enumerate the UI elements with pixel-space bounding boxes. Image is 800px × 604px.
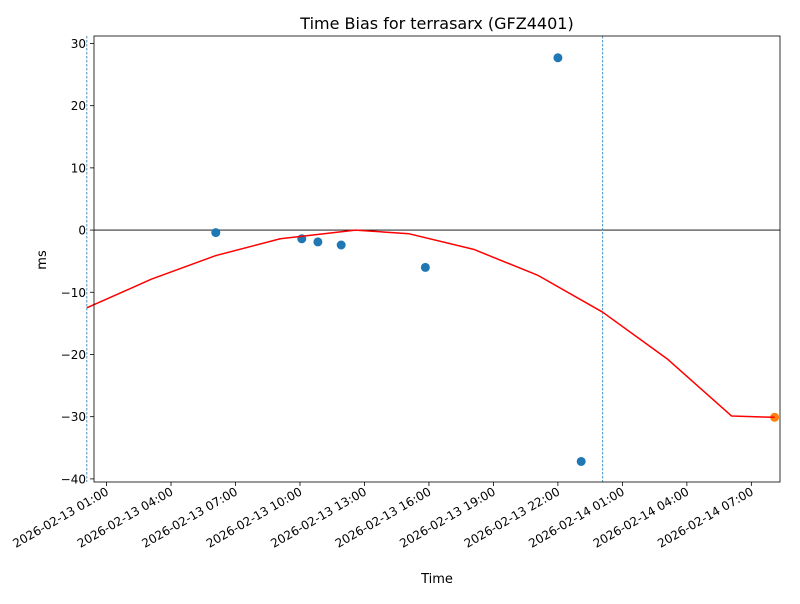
y-tick-label-4: 0	[78, 224, 86, 238]
data-point-0	[211, 228, 221, 238]
y-tick-label-1: −30	[61, 410, 86, 424]
fit-curve	[86, 229, 775, 419]
y-axis-label: ms	[35, 250, 50, 270]
data-point-6	[576, 456, 586, 466]
plot-frame	[93, 35, 781, 483]
y-tick-label-6: 20	[71, 99, 86, 113]
data-point-4	[420, 262, 430, 272]
y-tick-label-5: 10	[71, 161, 86, 175]
data-point-3	[336, 240, 346, 250]
y-tick-label-2: −20	[61, 348, 86, 362]
chart-title: Time Bias for terrasarx (GFZ4401)	[299, 14, 573, 33]
y-tick-label-7: 30	[71, 37, 86, 51]
data-point-5	[553, 53, 563, 63]
plot-area	[86, 36, 780, 482]
y-tick-label-3: −10	[61, 286, 86, 300]
y-tick-label-0: −40	[61, 472, 86, 486]
x-axis-label: Time	[420, 572, 453, 587]
data-point-2	[313, 237, 323, 247]
